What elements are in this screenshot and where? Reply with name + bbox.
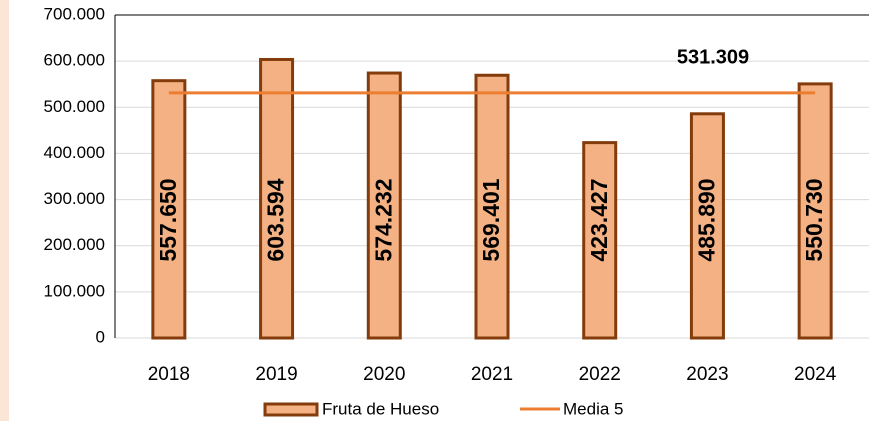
mean-label: 531.309	[677, 46, 749, 68]
side-strip	[0, 0, 9, 421]
x-tick-label: 2023	[686, 364, 728, 385]
x-tick-label: 2021	[471, 364, 513, 385]
y-tick-label: 0	[96, 327, 105, 346]
x-tick-label: 2024	[794, 364, 837, 385]
bar	[366, 71, 402, 340]
y-tick-label: 100.000	[44, 281, 105, 300]
bar	[689, 112, 725, 340]
y-tick-label: 500.000	[44, 97, 105, 116]
bar	[151, 79, 187, 340]
legend-label: Fruta de Hueso	[322, 399, 439, 418]
x-tick-label: 2019	[255, 364, 297, 385]
bar-value-label: 557.650	[155, 178, 181, 261]
y-tick-label: 300.000	[44, 189, 105, 208]
x-tick-label: 2018	[148, 364, 190, 385]
bar-value-label: 574.232	[370, 178, 396, 261]
x-tick-label: 2022	[579, 364, 621, 385]
bar-value-label: 423.427	[586, 178, 612, 261]
bar	[474, 73, 510, 340]
x-tick-label: 2020	[363, 364, 405, 385]
legend-swatch	[263, 402, 319, 417]
y-tick-label: 700.000	[44, 4, 105, 23]
legend-label: Media 5	[563, 399, 623, 418]
bar-value-label: 603.594	[263, 178, 289, 261]
bar	[259, 57, 295, 340]
y-tick-label: 400.000	[44, 143, 105, 162]
y-tick-label: 600.000	[44, 51, 105, 70]
bar	[582, 141, 618, 340]
bar-value-label: 569.401	[478, 178, 504, 261]
y-tick-label: 200.000	[44, 235, 105, 254]
bar	[797, 82, 833, 340]
bar-value-label: 550.730	[801, 178, 827, 261]
bar-value-label: 485.890	[694, 178, 720, 261]
